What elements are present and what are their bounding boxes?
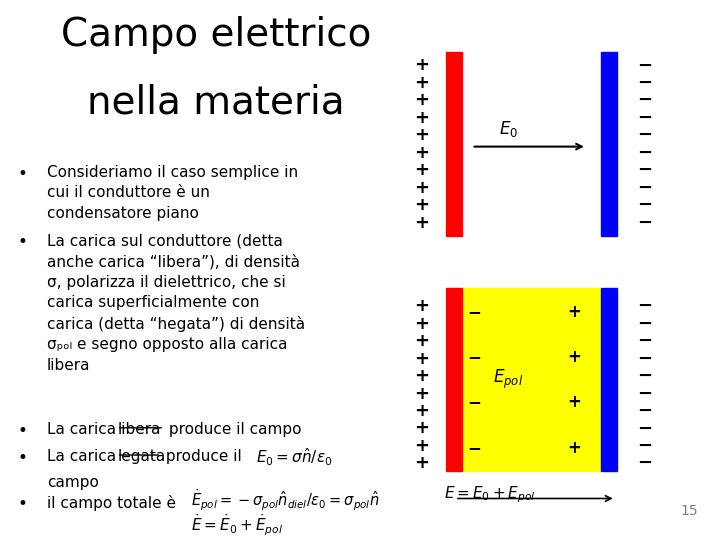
Text: +: + — [414, 454, 428, 472]
Text: +: + — [414, 420, 428, 437]
Bar — [601, 288, 617, 471]
Text: −: − — [467, 302, 481, 321]
Text: −: − — [636, 402, 652, 420]
Bar — [601, 52, 617, 235]
Text: •: • — [18, 233, 28, 251]
Text: −: − — [636, 315, 652, 333]
Text: •: • — [18, 165, 28, 183]
Text: +: + — [414, 57, 428, 75]
Text: −: − — [467, 348, 481, 366]
Text: +: + — [414, 109, 428, 127]
Text: nella materia: nella materia — [87, 84, 345, 122]
Text: −: − — [636, 161, 652, 179]
Text: +: + — [414, 126, 428, 144]
Text: −: − — [636, 179, 652, 197]
Text: libera: libera — [117, 422, 161, 436]
Text: +: + — [567, 302, 581, 321]
Text: Consideriamo il caso semplice in
cui il conduttore è un
condensatore piano: Consideriamo il caso semplice in cui il … — [47, 165, 298, 221]
Text: −: − — [636, 367, 652, 385]
Text: +: + — [414, 298, 428, 315]
Text: −: − — [636, 144, 652, 161]
Text: •: • — [18, 422, 28, 440]
Text: +: + — [414, 144, 428, 161]
Text: −: − — [636, 437, 652, 455]
Text: +: + — [414, 384, 428, 403]
Bar — [446, 288, 462, 471]
Text: $E_0 = \sigma\hat{n}/\varepsilon_0$: $E_0 = \sigma\hat{n}/\varepsilon_0$ — [256, 446, 332, 468]
Bar — [446, 52, 462, 235]
Text: −: − — [636, 298, 652, 315]
Text: +: + — [414, 437, 428, 455]
Text: −: − — [636, 196, 652, 214]
Text: −: − — [636, 109, 652, 127]
Text: +: + — [414, 350, 428, 368]
Text: $E_{pol}$: $E_{pol}$ — [493, 368, 523, 391]
Text: +: + — [414, 161, 428, 179]
Text: −: − — [636, 384, 652, 403]
Text: $\dot{E}_{pol} = -\sigma_{pol}\hat{n}_{diel}/\varepsilon_0 = \sigma_{pol}\hat{n}: $\dot{E}_{pol} = -\sigma_{pol}\hat{n}_{d… — [191, 488, 379, 514]
Text: 15: 15 — [681, 504, 698, 518]
Text: +: + — [567, 348, 581, 366]
Text: +: + — [414, 367, 428, 385]
Text: −: − — [636, 350, 652, 368]
Text: •: • — [18, 449, 28, 467]
Text: La carica sul conduttore (detta
anche carica “libera”), di densità
σ, polarizza : La carica sul conduttore (detta anche ca… — [47, 233, 305, 373]
Text: +: + — [414, 91, 428, 110]
Text: +: + — [414, 213, 428, 232]
Text: +: + — [414, 402, 428, 420]
Text: +: + — [567, 393, 581, 411]
Text: +: + — [567, 438, 581, 457]
Bar — [462, 288, 601, 471]
Text: produce il: produce il — [161, 449, 242, 464]
Text: produce il campo: produce il campo — [164, 422, 302, 436]
Text: −: − — [636, 74, 652, 92]
Text: campo: campo — [47, 475, 99, 490]
Text: −: − — [636, 454, 652, 472]
Text: +: + — [414, 315, 428, 333]
Text: +: + — [414, 332, 428, 350]
Text: −: − — [636, 332, 652, 350]
Text: −: − — [636, 91, 652, 110]
Text: −: − — [636, 213, 652, 232]
Text: legata: legata — [117, 449, 166, 464]
Text: Campo elettrico: Campo elettrico — [60, 16, 372, 53]
Text: il campo totale è: il campo totale è — [47, 495, 176, 511]
Text: $E_0$: $E_0$ — [499, 119, 518, 139]
Text: −: − — [636, 57, 652, 75]
Text: $\dot{E} = \dot{E}_0 + \dot{E}_{pol}$: $\dot{E} = \dot{E}_0 + \dot{E}_{pol}$ — [191, 512, 283, 538]
Text: +: + — [414, 74, 428, 92]
Text: •: • — [18, 495, 28, 513]
Text: −: − — [467, 393, 481, 411]
Text: $E = E_0 + E_{pol}$: $E = E_0 + E_{pol}$ — [444, 484, 536, 505]
Text: −: − — [467, 438, 481, 457]
Text: +: + — [414, 196, 428, 214]
Text: La carica: La carica — [47, 449, 121, 464]
Text: −: − — [636, 420, 652, 437]
Text: −: − — [636, 126, 652, 144]
Text: La carica: La carica — [47, 422, 121, 436]
Text: +: + — [414, 179, 428, 197]
